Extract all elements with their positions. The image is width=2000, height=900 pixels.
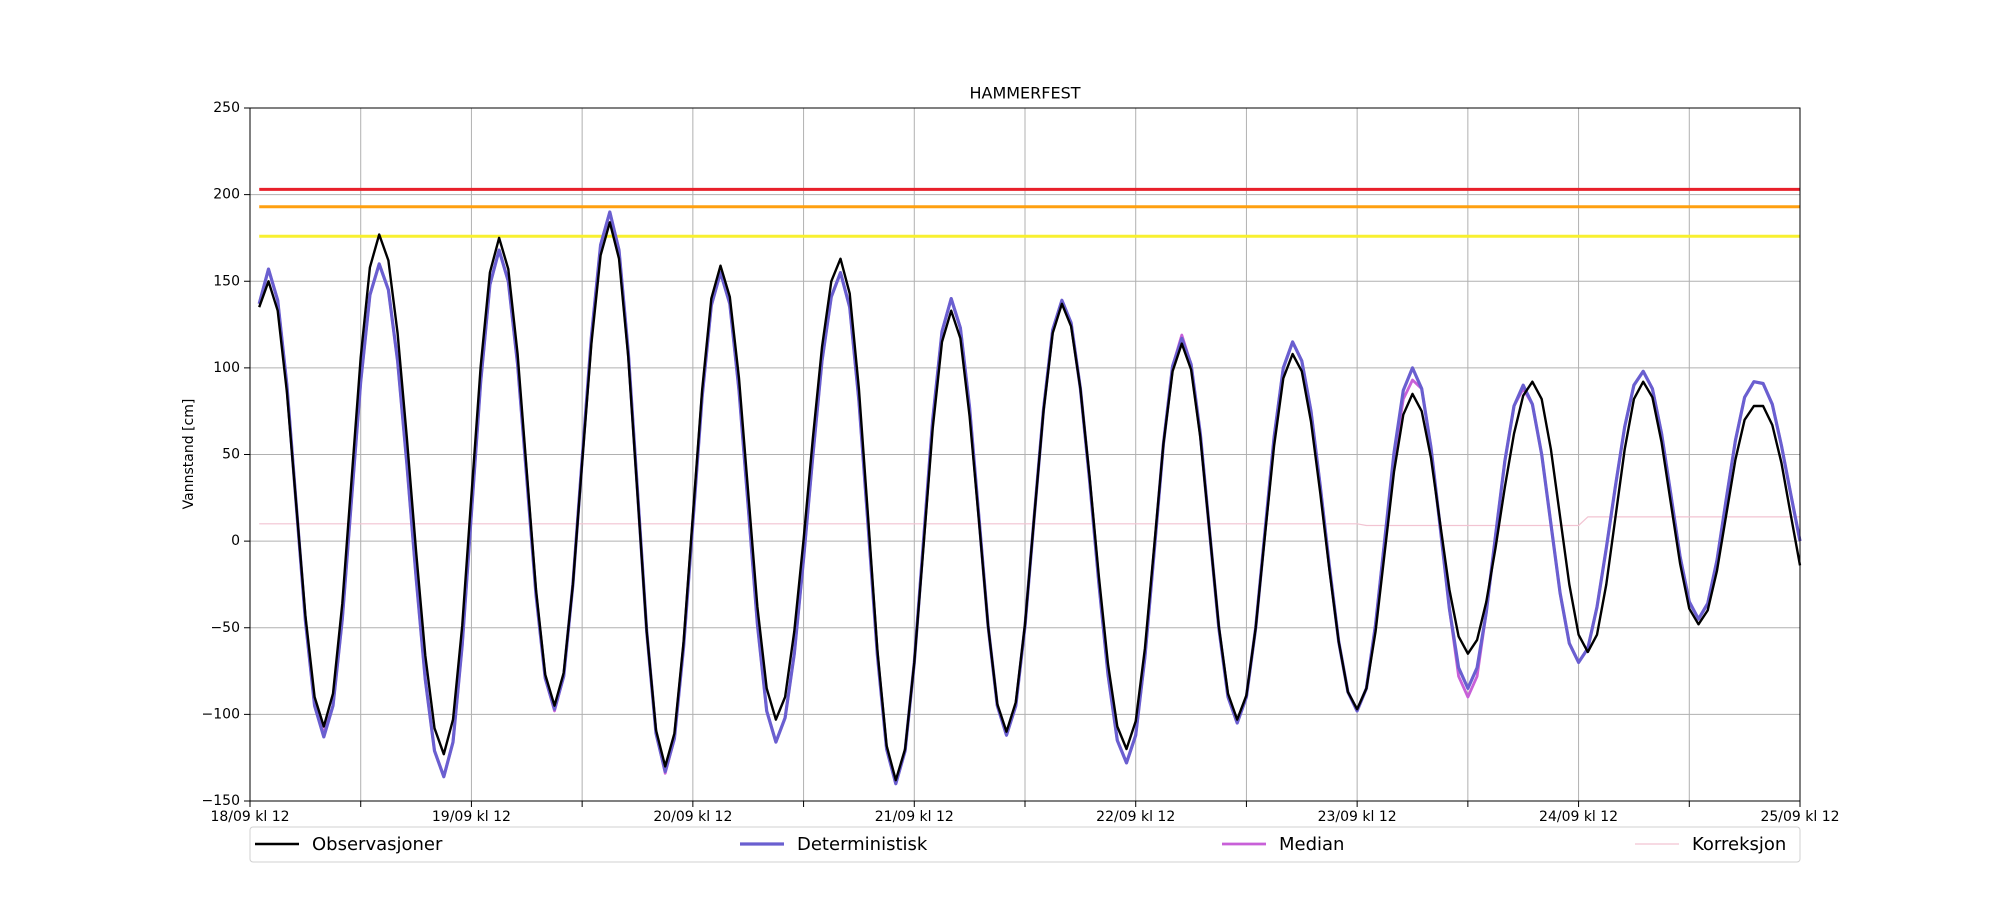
x-tick-label: 24/09 kl 12 bbox=[1539, 809, 1618, 825]
x-tick-label: 22/09 kl 12 bbox=[1096, 809, 1175, 825]
legend-label: Observasjoner bbox=[312, 834, 443, 855]
y-tick-label: 50 bbox=[222, 447, 240, 463]
x-tick-label: 23/09 kl 12 bbox=[1318, 809, 1397, 825]
data-line bbox=[257, 210, 1802, 786]
y-axis-label: Vannstand [cm] bbox=[181, 399, 197, 510]
y-tick-label: −100 bbox=[202, 706, 240, 722]
legend-label: Median bbox=[1279, 834, 1344, 855]
x-tick-label: 25/09 kl 12 bbox=[1760, 809, 1839, 825]
plot-frame bbox=[249, 107, 1801, 802]
x-tick-label: 19/09 kl 12 bbox=[432, 809, 511, 825]
x-tick-label: 18/09 kl 12 bbox=[210, 809, 289, 825]
y-tick-label: −50 bbox=[210, 620, 240, 636]
y-tick-label: −150 bbox=[202, 793, 240, 809]
y-tick-label: 200 bbox=[213, 187, 240, 203]
y-tick-label: 100 bbox=[213, 360, 240, 376]
legend-label: Korreksjon bbox=[1692, 834, 1786, 855]
y-tick-label: 250 bbox=[213, 100, 240, 116]
legend-box bbox=[249, 826, 1801, 863]
y-tick-label: 0 bbox=[231, 533, 240, 549]
legend-label: Deterministisk bbox=[797, 834, 928, 855]
chart-title: HAMMERFEST bbox=[969, 84, 1080, 103]
data-line bbox=[258, 221, 1802, 782]
x-tick-label: 20/09 kl 12 bbox=[653, 809, 732, 825]
data-line bbox=[257, 210, 1802, 786]
y-tick-label: 150 bbox=[213, 273, 240, 289]
x-tick-label: 21/09 kl 12 bbox=[875, 809, 954, 825]
data-line bbox=[259, 516, 1800, 527]
